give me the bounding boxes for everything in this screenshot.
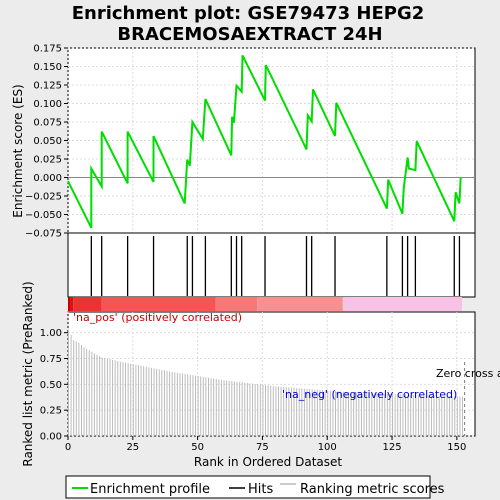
color-bar-segment [73, 297, 102, 311]
zero-cross-label: Zero cross at 153 [436, 367, 500, 380]
color-bar-segment [343, 297, 462, 311]
rank-color-bar [68, 297, 462, 311]
es-tick-label: −0.025 [25, 192, 62, 203]
es-tick-label: 0.125 [33, 81, 62, 92]
x-tick-label: 100 [318, 442, 337, 453]
es-tick-label: −0.050 [25, 210, 62, 221]
negative-correlation-label: 'na_neg' (negatively correlated) [282, 388, 457, 401]
x-tick-label: 25 [126, 442, 139, 453]
legend-hits-label: Hits [248, 482, 273, 497]
ranking-tick-label: 1.00 [40, 328, 62, 339]
ranking-tick-label: 0.50 [40, 380, 62, 391]
chart-title-line1: Enrichment plot: GSE79473 HEPG2 [72, 3, 425, 24]
es-y-axis-ticks: −0.075 −0.050 −0.025 0.000 0.025 0.050 0.075 0.… [25, 44, 68, 240]
legend-ranking-label: Ranking metric scores [300, 482, 445, 497]
es-tick-label: 0.025 [33, 155, 62, 166]
x-tick-label: 75 [256, 442, 269, 453]
es-tick-label: −0.075 [25, 229, 62, 240]
ranking-x-axis-ticks: 0 25 50 75 100 125 150 [65, 436, 467, 453]
ranking-panel [68, 312, 475, 436]
positive-correlation-label: 'na_pos' (positively correlated) [73, 311, 242, 324]
x-tick-label: 0 [65, 442, 71, 453]
es-tick-label: 0.075 [33, 118, 62, 129]
es-tick-label: 0.050 [33, 136, 62, 147]
es-tick-label: 0.100 [33, 99, 62, 110]
color-bar-segment [71, 297, 74, 311]
color-bar-segment [216, 297, 257, 311]
x-tick-label: 150 [447, 442, 466, 453]
x-axis-label: Rank in Ordered Dataset [194, 455, 342, 469]
x-tick-label: 125 [382, 442, 401, 453]
legend-enrichment-label: Enrichment profile [90, 482, 210, 497]
ranking-tick-label: 0.75 [40, 354, 62, 365]
es-tick-label: 0.175 [33, 44, 62, 55]
chart-title-line2: BRACEMOSAEXTRACT 24H [117, 24, 382, 45]
color-bar-segment [257, 297, 343, 311]
color-bar-segment [102, 297, 216, 311]
x-tick-label: 50 [191, 442, 204, 453]
rank-y-axis-label: Ranked list metric (PreRanked) [21, 281, 35, 466]
es-y-axis-label: Enrichment score (ES) [11, 84, 25, 217]
ranking-tick-label: 0.25 [40, 406, 62, 417]
ranking-y-axis-ticks: 0.00 0.25 0.50 0.75 1.00 [40, 328, 68, 442]
es-tick-label: 0.150 [33, 62, 62, 73]
es-tick-label: 0.000 [33, 173, 62, 184]
ranking-tick-label: 0.00 [40, 432, 62, 443]
color-bar-segment [68, 297, 71, 311]
hits-panel [68, 233, 475, 297]
